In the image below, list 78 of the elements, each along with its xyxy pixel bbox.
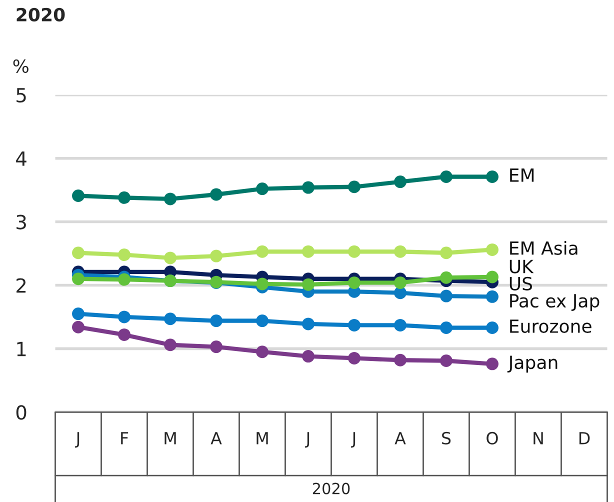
series-label: Japan [507, 356, 558, 373]
point [256, 278, 269, 290]
x-tick-label: D [579, 432, 590, 444]
point [118, 328, 131, 341]
point [302, 181, 315, 194]
point [440, 246, 452, 260]
point [394, 245, 406, 258]
text: 2020 [312, 482, 350, 494]
point [486, 358, 498, 370]
y-tick-label: 0 [16, 405, 26, 420]
point [72, 272, 85, 286]
point [302, 318, 315, 330]
point [348, 180, 361, 194]
point [256, 346, 269, 358]
point [394, 318, 406, 332]
point [164, 338, 177, 352]
x-tick-label: J [304, 432, 310, 448]
point [440, 354, 452, 367]
y-tick-label: 4 [16, 152, 26, 166]
point [72, 246, 85, 260]
series-label: UK [510, 260, 534, 274]
point [72, 190, 85, 202]
series-label: US [510, 276, 532, 290]
point [394, 176, 406, 188]
x-tick-label: O [486, 432, 498, 444]
series-label: EM Asia [510, 240, 578, 255]
y-axis-title: % [13, 59, 28, 74]
point [348, 318, 361, 332]
point [118, 191, 131, 204]
x-tick-label: A [394, 432, 406, 444]
point [118, 273, 131, 286]
x-tick-label: S [442, 432, 451, 444]
point [302, 245, 315, 258]
point [302, 350, 315, 363]
x-tick-label: F [121, 432, 128, 444]
x-tick-label: J [350, 432, 356, 448]
x-tick-label: M [256, 432, 268, 444]
point [486, 243, 498, 256]
point [486, 290, 498, 303]
point [348, 245, 361, 258]
point [440, 290, 452, 302]
point [394, 276, 406, 289]
point [210, 314, 223, 328]
series-label: Eurozone [510, 320, 592, 333]
y-tick-label: 5 [16, 88, 26, 103]
x-tick-label: A [210, 432, 222, 444]
point [348, 276, 361, 289]
y-tick-label: 3 [16, 214, 26, 230]
point [164, 312, 177, 326]
series-label: Pac ex Jap [510, 294, 600, 312]
point [348, 352, 361, 364]
y-tick-label: 1 [17, 342, 26, 356]
point [118, 248, 131, 262]
point [486, 322, 498, 334]
series-label: EM [510, 168, 534, 182]
point [302, 278, 315, 291]
point [210, 340, 223, 354]
point [72, 308, 85, 320]
point [118, 310, 131, 324]
point [256, 245, 269, 258]
point [164, 192, 177, 206]
point [210, 188, 223, 201]
point [440, 322, 452, 334]
point [256, 314, 269, 328]
point [486, 270, 498, 284]
x-axis-title: 2020 [16, 8, 65, 22]
point [164, 252, 177, 264]
point [72, 320, 85, 334]
x-tick-label: J [74, 432, 80, 448]
x-tick-label: N [534, 432, 543, 444]
x-tick-label: M [164, 432, 176, 444]
point [394, 354, 406, 366]
point [440, 271, 452, 284]
point [210, 250, 223, 262]
y-tick-label: 2 [16, 278, 26, 293]
point [440, 170, 452, 183]
point [256, 182, 269, 196]
point [486, 170, 498, 183]
